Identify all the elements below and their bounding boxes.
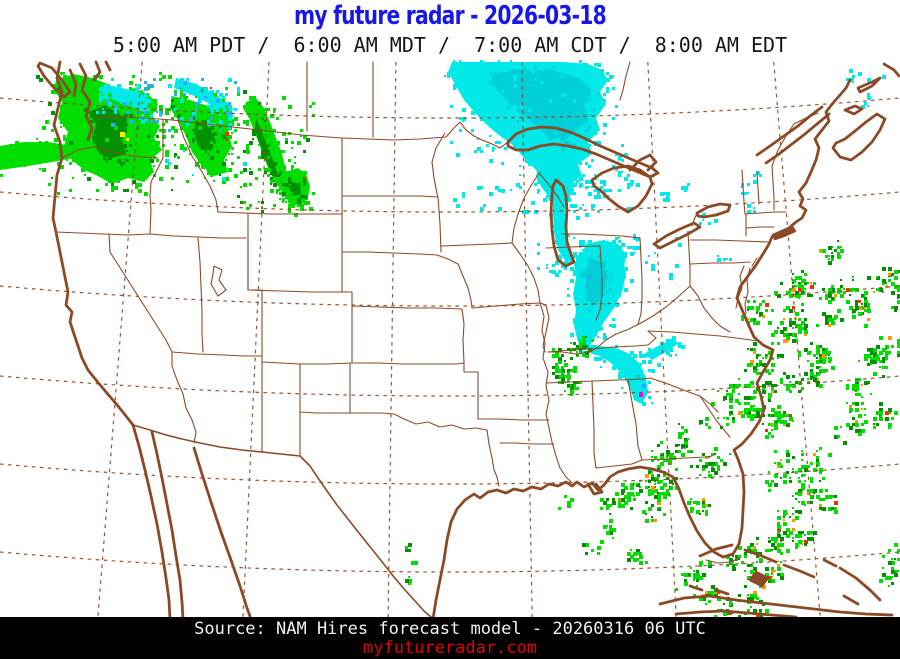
puget-channel xyxy=(68,68,78,98)
maine-borders xyxy=(771,112,819,167)
tx-north-red-river xyxy=(349,412,488,431)
nc-sc-border xyxy=(649,377,719,413)
latlon-grid xyxy=(0,61,900,618)
il-west-mississippi xyxy=(542,304,550,353)
ks-mo-ok-ar-borders xyxy=(461,308,479,420)
lake-superior xyxy=(506,125,660,179)
valid-time-line: 5:00 AM PDT / 6:00 AM MDT / 7:00 AM CDT … xyxy=(112,33,788,57)
mn-ia-border xyxy=(440,242,513,247)
pa-ny-border xyxy=(689,239,769,243)
gaspe-anticosti xyxy=(856,62,900,94)
radar-blob-wa-heavy xyxy=(88,106,128,158)
ar-la-border xyxy=(499,442,555,445)
great-salt-lake xyxy=(210,265,227,297)
nova-scotia xyxy=(831,112,887,162)
mo-ar-border xyxy=(477,418,550,421)
parallel-42n-borders xyxy=(55,231,247,239)
vancouver-island xyxy=(36,61,72,99)
lake-michigan xyxy=(549,178,576,268)
ia-mo-border xyxy=(471,302,547,309)
map-borders xyxy=(36,60,900,621)
ut-co-az-nm-borders xyxy=(247,237,263,453)
source-line: Source: NAM Hires forecast model - 20260… xyxy=(194,619,706,639)
oh-pa-border xyxy=(687,231,691,287)
ne-ks-border xyxy=(351,305,463,310)
gulf-atlantic-coastline xyxy=(431,78,852,621)
sd-ne-border xyxy=(341,251,459,265)
prince-edward-island xyxy=(843,104,864,116)
cuba-north-coast xyxy=(658,594,894,617)
radar-blob-tn-ga-tail-ice xyxy=(584,346,648,404)
wv-va-border xyxy=(689,285,731,333)
andros-island xyxy=(748,570,770,588)
ohio-river xyxy=(547,285,691,355)
canada-border-49n xyxy=(94,116,509,149)
header-area: my future radar - 2026-03-18 5:00 AM PDT… xyxy=(0,0,900,60)
st-lawrence-south-shore xyxy=(755,105,824,157)
mississippi-river xyxy=(539,302,573,484)
title-text: my future radar - 2026-03-18 xyxy=(294,1,607,31)
or-id-border xyxy=(149,157,164,235)
ia-mississippi-river xyxy=(511,242,541,304)
mn-wi-border xyxy=(511,171,541,244)
radar-blob-offshore-or-rain xyxy=(0,142,92,170)
mexico-border-rio-grande xyxy=(132,424,432,618)
ga-fl-border xyxy=(641,455,713,461)
tn-south-border xyxy=(545,377,651,384)
cuba-south-coast xyxy=(674,609,798,619)
wa-or-border xyxy=(61,146,159,159)
mason-dixon-line xyxy=(689,261,751,265)
mi-oh-in-border xyxy=(561,233,641,239)
ca-nv-az-border xyxy=(108,233,197,444)
mn-nd-sd-border xyxy=(431,132,446,253)
in-oh-border xyxy=(637,237,643,325)
lake-erie xyxy=(652,221,702,250)
long-island xyxy=(771,225,797,241)
radar-blob-ky-streak-ice xyxy=(644,339,679,360)
ok-panhandle xyxy=(299,363,351,414)
wi-il-border xyxy=(545,245,601,249)
ga-sc-border xyxy=(699,395,731,438)
niagara xyxy=(691,212,698,227)
va-nc-border xyxy=(647,330,759,342)
nv-ut-border xyxy=(197,237,204,353)
mississippi-delta xyxy=(586,482,604,496)
bahamas-islands xyxy=(688,543,882,606)
lake-huron xyxy=(590,164,654,214)
province-borders xyxy=(306,61,631,138)
mi-wi-up-border xyxy=(539,173,565,208)
puget-sound xyxy=(78,62,94,142)
lake-ontario xyxy=(695,202,732,219)
site-link[interactable]: myfutureradar.com xyxy=(363,638,537,658)
az-north-border xyxy=(171,351,263,357)
pacific-coastline xyxy=(51,60,135,427)
mexico-mainland-coast xyxy=(192,446,253,621)
ks-ok-border-37n xyxy=(299,362,465,365)
footer-bar: Source: NAM Hires forecast model - 20260… xyxy=(0,617,900,659)
bc-inlets xyxy=(92,60,112,82)
mt-west-border xyxy=(177,119,219,213)
ms-al-border xyxy=(591,380,597,469)
tn-va-nc-corner xyxy=(647,330,657,346)
nd-sd-border xyxy=(341,195,439,198)
chesapeake-bay xyxy=(735,257,758,315)
baja-outer-coast xyxy=(131,423,172,621)
st-lawrence-north-shore xyxy=(764,112,831,165)
al-ga-border xyxy=(627,379,643,461)
ky-tn-border xyxy=(547,344,649,353)
al-fl-border xyxy=(595,459,643,469)
baja-gulf-coast xyxy=(150,430,185,621)
radar-echoes xyxy=(0,60,900,624)
ne-ia-missouri-river xyxy=(457,263,473,309)
co-east-south-borders xyxy=(261,291,353,365)
georgian-bay xyxy=(628,153,658,172)
page-title: my future radar - 2026-03-18 xyxy=(0,2,900,30)
florida-keys xyxy=(705,557,741,564)
new-england-borders xyxy=(741,165,787,237)
tx-east-border xyxy=(486,429,500,487)
il-in-border xyxy=(595,245,603,321)
wy-borders xyxy=(217,211,353,293)
